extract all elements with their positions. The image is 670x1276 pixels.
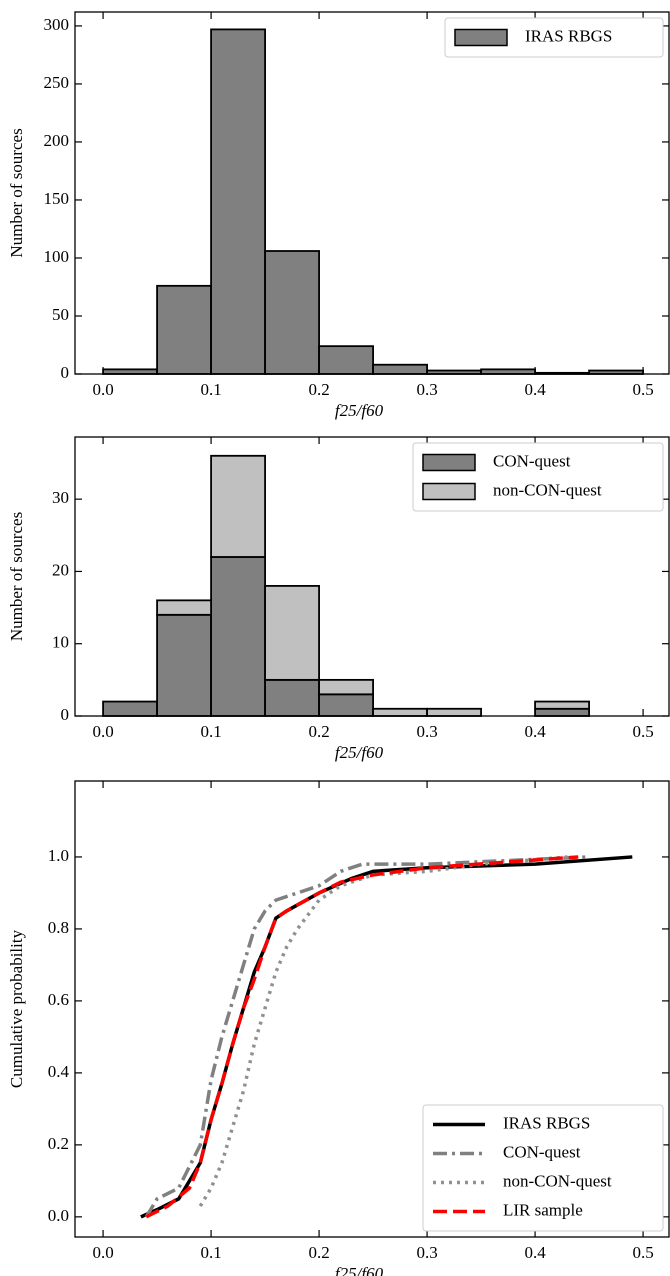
bar — [210, 28, 266, 375]
legend-label: IRAS RBGS — [525, 26, 612, 45]
bar — [210, 556, 266, 717]
legend-label: LIR sample — [503, 1200, 583, 1219]
bar — [102, 700, 158, 717]
y-tick-label: 0 — [61, 705, 70, 724]
bar — [156, 599, 212, 616]
x-axis-label: f25/f60 — [335, 1264, 384, 1276]
x-tick-label: 0.2 — [308, 1243, 329, 1262]
bar — [264, 584, 320, 681]
legend-label: non-CON-quest — [503, 1171, 612, 1190]
y-tick-label: 0.6 — [48, 990, 69, 1009]
x-tick-label: 0.0 — [92, 380, 113, 399]
x-tick-label: 0.5 — [632, 380, 653, 399]
panel: 0.0 0.1 0.2 0.3 0.4 0.5 0 50 100 150 200 250 300 f25/… — [7, 11, 670, 420]
y-tick-label: 0.4 — [48, 1062, 70, 1081]
y-axis-label: Cumulative probability — [7, 929, 26, 1088]
y-tick-label: 0 — [61, 363, 70, 382]
bar — [156, 613, 212, 717]
y-tick-label: 1.0 — [48, 846, 69, 865]
legend-label: non-CON-quest — [493, 480, 602, 499]
y-tick-label: 100 — [44, 247, 70, 266]
y-axis-label: Number of sources — [7, 128, 26, 257]
legend-swatch — [422, 482, 476, 501]
legend-label: CON-quest — [493, 451, 571, 470]
x-tick-label: 0.1 — [200, 722, 221, 741]
bar — [480, 368, 536, 375]
bar — [534, 707, 590, 717]
y-tick-label: 20 — [52, 560, 69, 579]
legend-box — [422, 1104, 664, 1232]
line — [144, 855, 590, 1218]
x-axis-label: f25/f60 — [335, 743, 384, 762]
axes-frame — [74, 780, 670, 1238]
x-tick-label: 0.3 — [416, 722, 437, 741]
x-tick-label: 0.1 — [200, 380, 221, 399]
bar — [264, 250, 320, 375]
bar — [156, 284, 212, 375]
x-tick-label: 0.4 — [524, 1243, 546, 1262]
y-tick-label: 0.8 — [48, 918, 69, 937]
y-tick-label: 200 — [44, 131, 70, 150]
x-tick-label: 0.5 — [632, 1243, 653, 1262]
bar — [264, 678, 320, 717]
axes-frame — [74, 11, 670, 375]
bar — [426, 707, 482, 717]
y-tick-label: 50 — [52, 305, 69, 324]
panel: 0.0 0.1 0.2 0.3 0.4 0.5 0 10 20 30 f25/f60 Number o… — [7, 436, 670, 762]
legend-label: CON-quest — [503, 1142, 581, 1161]
panel: 0.0 0.1 0.2 0.3 0.4 0.5 0.0 0.2 0.4 0.6 0.8 1.0 f25/… — [7, 780, 670, 1276]
y-tick-label: 0.0 — [48, 1206, 69, 1225]
y-tick-label: 150 — [44, 189, 70, 208]
legend-swatch — [454, 28, 508, 47]
x-tick-label: 0.4 — [524, 380, 546, 399]
bar — [318, 678, 374, 696]
y-tick-label: 0.2 — [48, 1134, 69, 1153]
axes-frame — [74, 436, 670, 717]
x-tick-label: 0.4 — [524, 722, 546, 741]
legend-box — [444, 17, 664, 58]
bar — [102, 368, 158, 375]
bar — [318, 693, 374, 717]
bar — [534, 700, 590, 710]
legend-label: IRAS RBGS — [503, 1113, 590, 1132]
line — [198, 855, 568, 1207]
bar — [372, 707, 428, 717]
bar — [372, 363, 428, 375]
x-tick-label: 0.3 — [416, 380, 437, 399]
y-tick-label: 30 — [52, 488, 69, 507]
x-tick-label: 0.0 — [92, 1243, 113, 1262]
y-tick-label: 10 — [52, 633, 69, 652]
bar — [210, 454, 266, 558]
x-tick-label: 0.2 — [308, 722, 329, 741]
y-tick-label: 250 — [44, 73, 70, 92]
y-tick-label: 300 — [44, 15, 70, 34]
x-tick-label: 0.2 — [308, 380, 329, 399]
x-tick-label: 0.0 — [92, 722, 113, 741]
legend-swatch — [422, 453, 476, 472]
bar — [318, 345, 374, 375]
x-tick-label: 0.1 — [200, 1243, 221, 1262]
x-axis-label: f25/f60 — [335, 401, 384, 420]
line — [145, 855, 579, 1219]
x-tick-label: 0.3 — [416, 1243, 437, 1262]
x-tick-label: 0.5 — [632, 722, 653, 741]
y-axis-label: Number of sources — [7, 512, 26, 641]
